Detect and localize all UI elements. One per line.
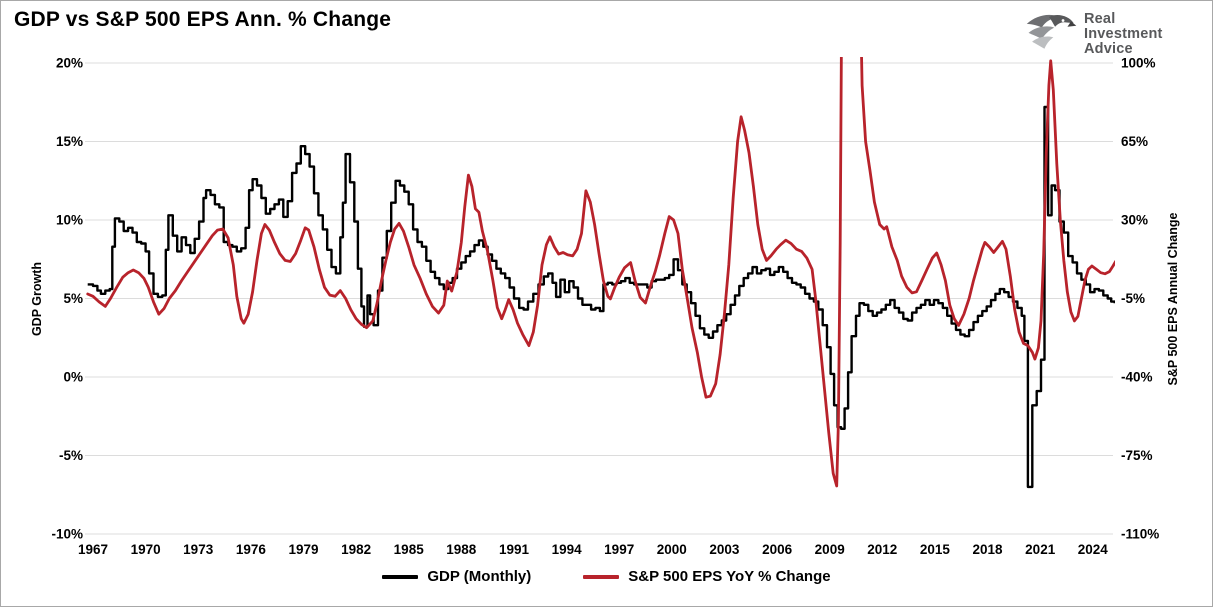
left-axis-tick-label: 10% [56,213,83,228]
x-axis-tick-label: 1970 [131,542,161,557]
x-axis-tick-label: 1973 [183,542,214,557]
x-axis-tick-label: 2003 [709,542,740,557]
chart-title: GDP vs S&P 500 EPS Ann. % Change [14,8,392,31]
x-axis-tick-label: 1976 [236,542,267,557]
left-axis-tick-label: 5% [63,291,83,306]
left-axis-tick-label: -10% [51,527,83,542]
eagle-icon [1019,9,1077,60]
x-axis-tick-label: 2021 [1025,542,1056,557]
brand-line-2: Investment [1084,26,1163,42]
right-axis-tick-label: 65% [1121,134,1148,149]
gdp-line [87,105,1115,489]
legend-item-eps: S&P 500 EPS YoY % Change [583,568,831,585]
x-axis-tick-label: 2015 [920,542,951,557]
x-axis-tick-label: 1979 [288,542,318,557]
x-axis-tick-label: 2024 [1078,542,1109,557]
eps-line [86,57,1115,488]
left-axis-tick-label: 15% [56,134,83,149]
x-axis-tick-label: 1967 [78,542,108,557]
eps-line-swatch-icon [583,574,620,579]
brand-name: Real Investment Advice [1084,12,1163,57]
right-axis-title: S&P 500 EPS Annual Change [1166,212,1180,385]
right-axis-tick-label: -40% [1121,370,1153,385]
right-axis-tick-label: 30% [1121,213,1148,228]
left-axis-title: GDP Growth [30,262,44,336]
x-axis-tick-label: 2000 [657,542,687,557]
x-axis-tick-label: 2018 [972,542,1003,557]
brand-line-1: Real [1084,11,1116,27]
right-axis-tick-label: 100% [1121,56,1156,71]
legend-label-eps: S&P 500 EPS YoY % Change [628,568,831,585]
x-axis-tick-label: 1991 [499,542,530,557]
brand-line-3: Advice [1084,41,1133,57]
gdp-line-swatch-icon [382,574,419,579]
right-axis-tick-label: -75% [1121,448,1153,463]
x-axis-tick-label: 2012 [867,542,897,557]
left-axis-tick-label: -5% [59,448,83,463]
right-axis-tick-label: -110% [1121,527,1159,542]
x-axis-tick-label: 2009 [815,542,845,557]
chart-legend: GDP (Monthly) S&P 500 EPS YoY % Change [1,568,1212,585]
x-axis-tick-label: 1988 [446,542,477,557]
legend-label-gdp: GDP (Monthly) [427,568,532,585]
left-axis-tick-label: 20% [56,56,83,71]
x-axis-tick-label: 1982 [341,542,371,557]
x-axis-tick-label: 1985 [394,542,425,557]
x-axis-tick-label: 1994 [552,542,583,557]
legend-item-gdp: GDP (Monthly) [382,568,531,585]
left-axis-tick-label: 0% [63,370,83,385]
x-axis-tick-label: 1997 [604,542,634,557]
brand-logo: Real Investment Advice [1019,9,1163,60]
right-axis-tick-label: -5% [1121,291,1145,306]
x-axis-tick-label: 2006 [762,542,793,557]
